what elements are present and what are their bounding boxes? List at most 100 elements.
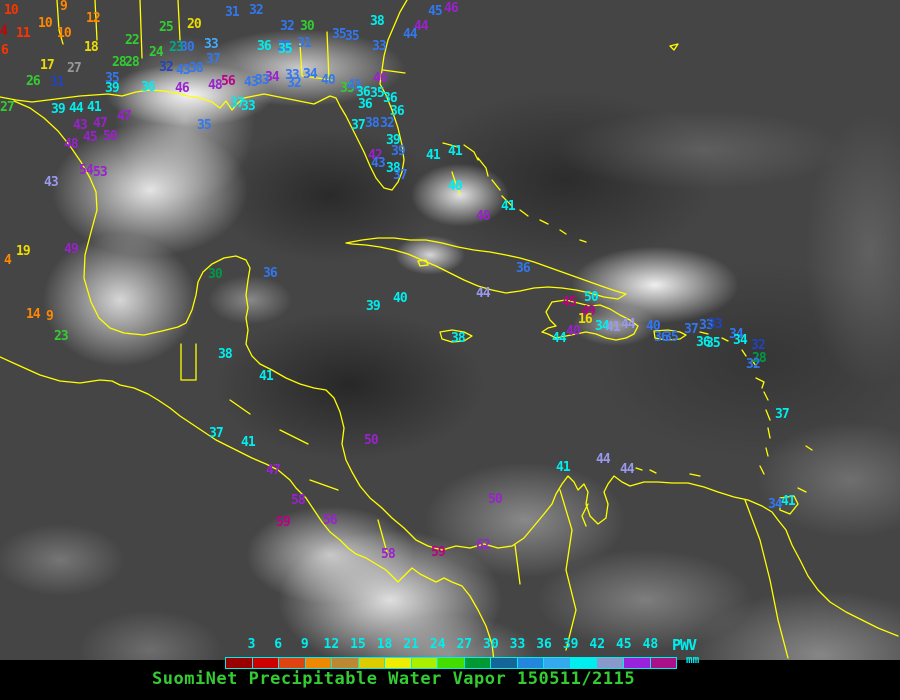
pwv-station-value: 41 (448, 144, 463, 159)
pwv-station-value: 47 (266, 463, 281, 478)
pwv-station-value: 37 (206, 52, 221, 67)
pwv-station-value: 41 (87, 100, 102, 115)
pwv-station-value: 41 (241, 435, 256, 450)
us-state-borders (56, 0, 406, 81)
pwv-station-value: 41 (426, 148, 441, 163)
pwv-station-value: 20 (187, 17, 202, 32)
pwv-station-value: 43 (347, 78, 362, 93)
pwv-station-value: 38 (365, 116, 380, 131)
pwv-station-value: 45 (83, 130, 98, 145)
colorbar-segment (570, 658, 598, 668)
pwv-station-value: 16 (578, 312, 593, 327)
pwv-station-value: 58 (381, 547, 396, 562)
footer-title: SuomiNet Precipitable Water Vapor 150511… (152, 669, 636, 689)
colorbar (225, 657, 677, 669)
pwv-station-value: 50 (364, 433, 379, 448)
colorbar-tick-label: 27 (456, 637, 473, 652)
pwv-station-value: 44 (403, 27, 418, 42)
pwv-station-value: 35 (278, 42, 293, 57)
pwv-station-value: 32 (746, 357, 761, 372)
pwv-station-value: 28 (752, 351, 767, 366)
colorbar-tick-label: 18 (376, 637, 393, 652)
pwv-station-value: 44 (552, 331, 567, 346)
pwv-station-value: 35 (664, 330, 679, 345)
pwv-station-value: 30 (180, 40, 195, 55)
colorbar-unit-label: mm (686, 653, 700, 666)
pwv-station-value: 34 (595, 319, 610, 334)
pwv-station-value: 33 (204, 37, 219, 52)
pwv-station-value: 50 (584, 290, 599, 305)
pwv-station-value: 31 (225, 5, 240, 20)
pwv-station-value: 30 (300, 19, 315, 34)
pwv-station-value: 41 (556, 460, 571, 475)
pwv-station-value: 40 (448, 179, 463, 194)
pwv-station-value: 32 (751, 338, 766, 353)
pwv-station-value: 9 (46, 309, 54, 324)
colorbar-segment (279, 658, 306, 668)
pwv-station-value: 32 (280, 19, 295, 34)
pwv-station-value: 17 (40, 58, 55, 73)
pwv-station-value: 4 (4, 253, 12, 268)
pwv-station-value: 54 (79, 163, 94, 178)
pwv-station-value: 27 (0, 100, 15, 115)
pwv-station-value: 18 (84, 40, 99, 55)
pwv-station-value: 43 (44, 175, 59, 190)
pwv-station-value: 50 (103, 129, 118, 144)
coast-trinidad (779, 495, 799, 515)
colorbar-segment (544, 658, 571, 668)
pwv-station-value: 33 (708, 317, 723, 332)
pwv-station-value: 10 (57, 26, 72, 41)
pwv-station-value: 37 (230, 96, 245, 111)
pwv-station-value: 58 (291, 493, 306, 508)
pwv-station-value: 38 (218, 347, 233, 362)
pwv-station-value: 35 (370, 86, 385, 101)
pwv-station-value: 6 (1, 43, 9, 58)
pwv-station-value: 43 (371, 156, 386, 171)
pwv-station-value: 41 (501, 199, 516, 214)
pwv-station-value: 34 (729, 327, 744, 342)
pwv-station-value: 38 (370, 14, 385, 29)
colorbar-segment (491, 658, 518, 668)
colorbar-tick-label: 36 (536, 637, 552, 652)
pwv-station-value: 30 (208, 267, 223, 282)
pwv-station-value: 36 (390, 104, 405, 119)
pwv-station-value: 39 (105, 81, 120, 96)
pwv-station-value: 46 (444, 1, 459, 16)
pwv-station-value: 39 (366, 299, 381, 314)
pwv-station-value: 45 (562, 295, 577, 310)
pwv-station-value: 47 (117, 109, 132, 124)
pwv-station-value: 49 (581, 304, 596, 319)
pwv-station-value: 34 (265, 70, 280, 85)
pwv-station-value: 9 (60, 0, 68, 14)
pwv-station-value: 37 (351, 118, 366, 133)
colorbar-segment (358, 658, 386, 668)
pwv-station-value: 59 (431, 545, 446, 560)
pwv-station-value: 48 (64, 137, 79, 152)
colorbar-segment (597, 658, 624, 668)
colorbar-tick-label: 15 (350, 637, 366, 652)
pwv-station-value: 49 (64, 242, 79, 257)
pwv-station-value: 35 (706, 336, 721, 351)
colorbar-segment (226, 658, 253, 668)
pwv-station-value: 48 (476, 209, 491, 224)
colorbar-segment (464, 658, 492, 668)
pwv-station-value: 36 (383, 91, 398, 106)
coast-mexico-centam-sa (13, 100, 899, 637)
pwv-station-value: 41 (781, 494, 796, 509)
coastlines-overlay (0, 0, 899, 660)
coast-lesser-antilles (635, 331, 813, 493)
pwv-station-value: 34 (303, 67, 318, 82)
pwv-station-value: 11 (16, 26, 31, 41)
pwv-station-value: 23 (54, 329, 69, 344)
pwv-station-value: 44 (596, 452, 611, 467)
pwv-station-value: 32 (249, 3, 264, 18)
pwv-station-value: 39 (391, 144, 406, 159)
colorbar-segment (438, 658, 465, 668)
pwv-station-value: 36 (263, 266, 278, 281)
sa-borders (559, 489, 789, 659)
colorbar-tick-label: 33 (509, 637, 526, 652)
pwv-station-value: 27 (67, 61, 82, 76)
colorbar-tick-label: 48 (642, 637, 659, 652)
pwv-station-value: 44 (621, 317, 636, 332)
